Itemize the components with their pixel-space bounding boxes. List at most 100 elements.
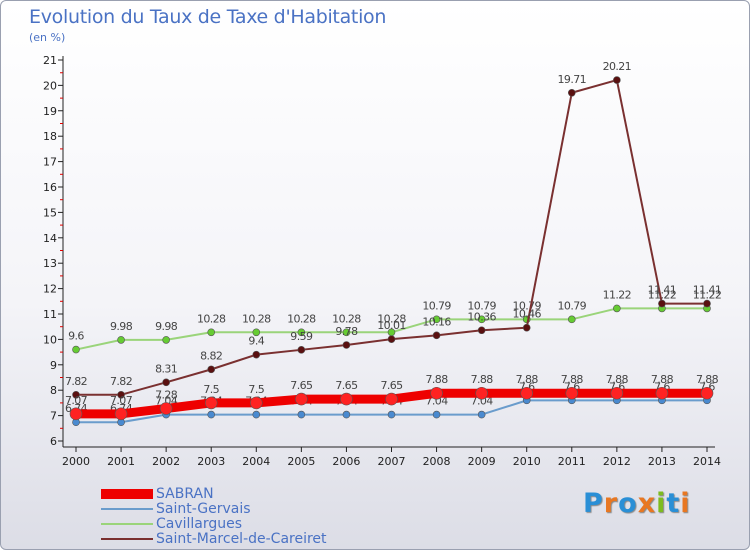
logo-letter: x	[637, 488, 657, 519]
data-label-cavillargues: 10.28	[197, 312, 226, 325]
logo-letter: r	[603, 488, 619, 519]
legend-label-cavillargues: Cavillargues	[156, 516, 243, 532]
data-label-saint-marcel-de-careiret: 10.01	[377, 319, 406, 332]
legend-label-saint-gervais: Saint-Gervais	[156, 501, 251, 517]
y-tick-label: 19	[43, 105, 57, 118]
x-tick-label: 2005	[287, 455, 315, 468]
data-label-saint-marcel-de-careiret: 10.36	[467, 310, 496, 323]
data-label-sabran: 7.5	[203, 383, 219, 396]
data-point-saint-marcel-de-careiret	[477, 326, 486, 335]
legend-label-saint-marcel-de-careiret: Saint-Marcel-de-Careiret	[156, 531, 327, 547]
data-point-sabran	[610, 386, 624, 400]
y-tick-label: 7	[50, 410, 57, 423]
legend-swatch-sabran	[101, 489, 153, 499]
proxiti-logo: Proxiti	[583, 488, 691, 519]
data-point-saint-marcel-de-careiret	[252, 350, 261, 359]
data-point-sabran	[655, 386, 669, 400]
data-label-saint-marcel-de-careiret: 9.78	[335, 325, 358, 338]
y-tick-label: 18	[43, 130, 57, 143]
x-tick-label: 2010	[513, 455, 541, 468]
x-tick-label: 2011	[558, 455, 586, 468]
data-label-saint-gervais: 7.04	[471, 395, 494, 408]
data-point-saint-gervais	[477, 410, 486, 419]
data-point-sabran	[295, 392, 308, 406]
data-label-cavillargues: 10.79	[558, 299, 587, 312]
data-point-cavillargues	[432, 315, 441, 324]
data-label-sabran: 7.88	[471, 373, 494, 386]
data-point-sabran	[385, 392, 398, 406]
x-tick-label: 2007	[378, 455, 406, 468]
data-point-cavillargues	[162, 336, 170, 344]
data-label-saint-marcel-de-careiret: 10.16	[422, 315, 451, 328]
data-label-cavillargues: 9.98	[110, 320, 133, 333]
data-label-sabran: 7.88	[651, 373, 674, 386]
data-label-saint-marcel-de-careiret: 9.59	[290, 330, 313, 343]
data-point-saint-marcel-de-careiret	[387, 335, 396, 343]
x-tick-label: 2009	[468, 455, 496, 468]
data-label-saint-marcel-de-careiret: 9.4	[248, 335, 264, 348]
data-label-cavillargues: 10.79	[422, 299, 451, 312]
data-label-saint-marcel-de-careiret: 11.41	[648, 284, 677, 297]
legend-label-sabran: SABRAN	[156, 486, 214, 502]
y-tick-label: 6	[50, 435, 57, 448]
data-point-cavillargues	[567, 315, 576, 324]
data-label-cavillargues: 9.98	[155, 320, 178, 333]
data-point-sabran	[159, 402, 173, 415]
data-point-saint-marcel-de-careiret	[297, 346, 306, 354]
data-label-cavillargues: 9.6	[68, 330, 84, 343]
data-point-cavillargues	[252, 328, 261, 337]
data-point-saint-gervais	[207, 410, 216, 419]
data-point-saint-gervais	[342, 410, 351, 419]
data-label-cavillargues: 10.79	[512, 299, 541, 312]
data-point-sabran	[340, 392, 353, 406]
x-tick-label: 2006	[332, 455, 360, 468]
data-point-cavillargues	[297, 328, 306, 337]
y-tick-label: 20	[43, 79, 57, 92]
data-point-saint-marcel-de-careiret	[522, 323, 531, 332]
y-tick-label: 9	[50, 359, 57, 372]
data-point-saint-marcel-de-careiret	[72, 390, 80, 399]
chart-unit-label: (en %)	[29, 31, 66, 44]
data-point-saint-marcel-de-careiret	[432, 331, 441, 340]
data-label-cavillargues: 11.22	[603, 288, 632, 301]
data-label-saint-marcel-de-careiret: 8.31	[155, 362, 177, 375]
data-label-cavillargues: 10.28	[287, 312, 316, 325]
logo-letter: i	[680, 488, 691, 519]
data-label-sabran: 7.5	[248, 383, 264, 396]
chart-title: Evolution du Taux de Taxe d'Habitation	[29, 6, 387, 28]
data-point-sabran	[69, 407, 83, 421]
data-label-sabran: 7.28	[155, 388, 178, 401]
x-tick-label: 2002	[152, 455, 180, 468]
data-label-saint-marcel-de-careiret: 8.82	[200, 349, 222, 362]
data-point-sabran	[430, 386, 443, 400]
data-label-sabran: 7.88	[696, 373, 719, 386]
data-point-saint-gervais	[387, 410, 396, 419]
data-label-saint-marcel-de-careiret: 10.46	[512, 308, 541, 321]
x-tick-label: 2004	[242, 455, 270, 468]
data-label-saint-marcel-de-careiret: 7.82	[110, 375, 132, 388]
data-point-cavillargues	[342, 328, 351, 337]
data-point-saint-marcel-de-careiret	[207, 365, 216, 374]
data-label-saint-marcel-de-careiret: 20.21	[603, 60, 632, 73]
data-point-saint-marcel-de-careiret	[613, 76, 621, 84]
data-point-saint-marcel-de-careiret	[567, 88, 576, 97]
data-label-sabran: 7.88	[516, 373, 539, 386]
data-label-sabran: 7.65	[380, 379, 403, 392]
data-point-cavillargues	[72, 345, 80, 354]
data-label-saint-marcel-de-careiret: 7.82	[65, 375, 87, 388]
y-tick-label: 14	[43, 232, 57, 245]
data-label-cavillargues: 10.79	[467, 299, 496, 312]
y-tick-label: 13	[43, 257, 57, 270]
logo-letter: P	[583, 488, 604, 519]
data-label-cavillargues: 11.22	[693, 288, 722, 301]
data-label-saint-marcel-de-careiret: 11.41	[693, 284, 722, 297]
logo-letter: t	[666, 488, 681, 519]
data-point-saint-marcel-de-careiret	[162, 378, 170, 387]
data-label-sabran: 7.07	[65, 394, 88, 407]
data-point-saint-marcel-de-careiret	[658, 299, 666, 308]
legend-swatch-saint-gervais	[101, 508, 153, 510]
logo-letter: i	[656, 488, 667, 519]
legend-swatch-saint-marcel-de-careiret	[101, 538, 153, 540]
data-point-saint-gervais	[432, 410, 441, 419]
data-point-saint-marcel-de-careiret	[703, 299, 711, 308]
